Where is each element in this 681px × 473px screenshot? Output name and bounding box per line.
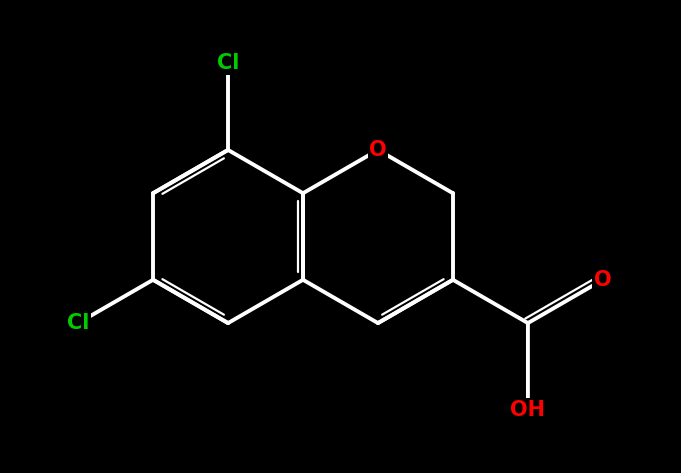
Text: O: O: [594, 270, 612, 290]
Text: OH: OH: [511, 400, 545, 420]
Text: O: O: [369, 140, 387, 160]
Text: Cl: Cl: [67, 313, 89, 333]
Text: Cl: Cl: [217, 53, 239, 73]
